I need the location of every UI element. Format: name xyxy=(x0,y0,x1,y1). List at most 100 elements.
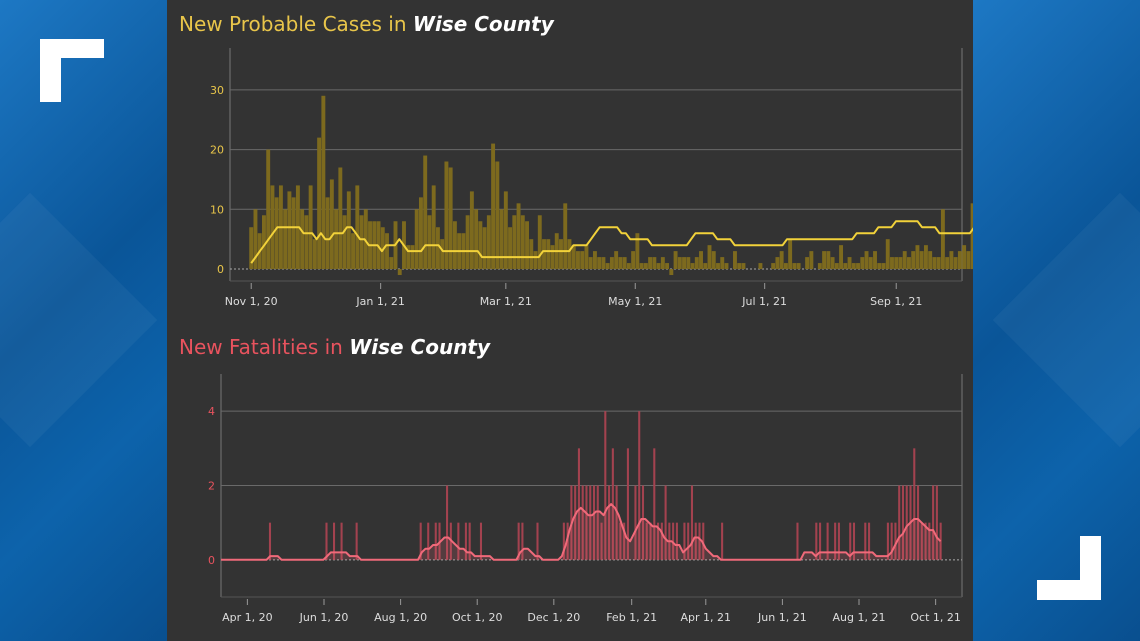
cases-bar xyxy=(584,245,589,270)
fatalities-bar xyxy=(600,522,603,560)
cases-bar xyxy=(588,257,593,270)
fatalities-bar xyxy=(815,522,818,560)
fatalities-bar xyxy=(819,522,822,560)
cases-bar xyxy=(542,239,546,270)
cases-bar xyxy=(597,257,602,270)
fatalities-average-area xyxy=(221,504,941,560)
cases-bar xyxy=(775,257,780,270)
cases-bar xyxy=(873,251,877,270)
fatalities-bar xyxy=(894,522,897,560)
fatalities-bar xyxy=(852,522,856,560)
cases-bar xyxy=(512,215,517,270)
cases-bar xyxy=(885,239,890,270)
fatalities-bar xyxy=(615,485,618,560)
fatalities-bar xyxy=(562,522,565,560)
cases-bar xyxy=(682,257,687,270)
cases-bar xyxy=(503,191,508,270)
cases-bar xyxy=(529,239,534,270)
cases-bar xyxy=(898,257,903,270)
cases-bar xyxy=(902,251,907,270)
cases-bar xyxy=(957,251,962,270)
cases-bar xyxy=(525,221,529,270)
cases-bar xyxy=(283,209,288,270)
cases-bar xyxy=(559,239,563,270)
cases-bar xyxy=(915,245,920,270)
cases-bar xyxy=(890,257,894,270)
cases-x-tick-label: Nov 1, 20 xyxy=(225,295,278,308)
fatalities-bar xyxy=(653,448,656,560)
cases-bar xyxy=(520,215,525,270)
cases-bar xyxy=(694,257,699,270)
fatalities-bar xyxy=(913,448,916,560)
fatalities-bar xyxy=(340,522,343,560)
cases-bar xyxy=(448,167,453,270)
cases-bar xyxy=(932,257,937,270)
fatalities-bar xyxy=(619,522,622,560)
cases-bar xyxy=(508,227,513,270)
cases-bar xyxy=(648,257,653,270)
cases-bar xyxy=(482,227,487,270)
cases-bar xyxy=(851,263,856,270)
cases-bar xyxy=(809,251,814,270)
cases-bar xyxy=(351,233,356,270)
cases-bar xyxy=(533,251,538,270)
background-left xyxy=(0,0,167,641)
cases-bar xyxy=(329,179,334,270)
cases-bar xyxy=(609,257,614,270)
cases-bar xyxy=(580,251,585,270)
fatalities-x-tick-label: Aug 1, 20 xyxy=(374,611,427,624)
cases-bar xyxy=(788,239,793,270)
fatalities-bar xyxy=(868,522,871,560)
fatalities-bar xyxy=(446,485,449,560)
cases-bar xyxy=(270,185,275,270)
fatalities-bar xyxy=(890,522,893,560)
cases-bar xyxy=(567,239,572,270)
fatalities-bar xyxy=(702,522,705,560)
cases-bar xyxy=(261,215,266,270)
fatalities-bar xyxy=(611,448,614,560)
fatalities-bar xyxy=(837,522,840,560)
fatalities-bar xyxy=(604,411,607,560)
cases-bar xyxy=(733,251,737,270)
fatalities-bar xyxy=(901,485,905,560)
cases-bar xyxy=(940,209,945,270)
cases-bar xyxy=(469,191,474,270)
cases-bar xyxy=(321,95,326,270)
fatalities-bar xyxy=(660,522,663,560)
cases-bar xyxy=(656,263,661,270)
cases-bar xyxy=(699,251,703,270)
cases-bar xyxy=(452,221,457,270)
cases-bar xyxy=(563,203,568,270)
cases-bar xyxy=(576,251,580,270)
cases-bar xyxy=(389,257,394,270)
cases-bar xyxy=(491,143,496,270)
fatalities-x-tick-label: Jun 1, 21 xyxy=(757,611,807,624)
cases-bar xyxy=(537,215,542,270)
cases-bar xyxy=(966,251,971,270)
cases-x-tick-label: Jan 1, 21 xyxy=(355,295,404,308)
fatalities-bar xyxy=(932,485,935,560)
fatalities-x-tick-label: Aug 1, 21 xyxy=(833,611,886,624)
fatalities-bar xyxy=(924,522,927,560)
cases-bar xyxy=(614,251,619,270)
cases-x-tick-label: Jul 1, 21 xyxy=(741,295,787,308)
fatalities-bar xyxy=(672,522,675,560)
fatalities-bar xyxy=(479,522,483,560)
fatalities-bar xyxy=(664,485,667,560)
cases-bar xyxy=(907,257,911,270)
cases-title-county: Wise County xyxy=(412,12,554,36)
fatalities-x-tick-label: Apr 1, 21 xyxy=(681,611,732,624)
cases-bar xyxy=(894,257,899,270)
cases-chart-title: New Probable Cases in Wise County xyxy=(179,12,554,36)
cases-bar xyxy=(291,197,296,270)
cases-bar xyxy=(779,251,784,270)
cases-bar xyxy=(440,239,445,270)
cases-bar xyxy=(665,263,670,270)
cases-bar xyxy=(669,269,674,276)
cases-bar xyxy=(817,263,822,270)
cases-x-tick-label: May 1, 21 xyxy=(608,295,662,308)
cases-bar xyxy=(881,263,886,270)
cases-bar xyxy=(304,215,309,270)
fatalities-bar xyxy=(920,522,923,560)
cases-bar xyxy=(592,251,597,270)
